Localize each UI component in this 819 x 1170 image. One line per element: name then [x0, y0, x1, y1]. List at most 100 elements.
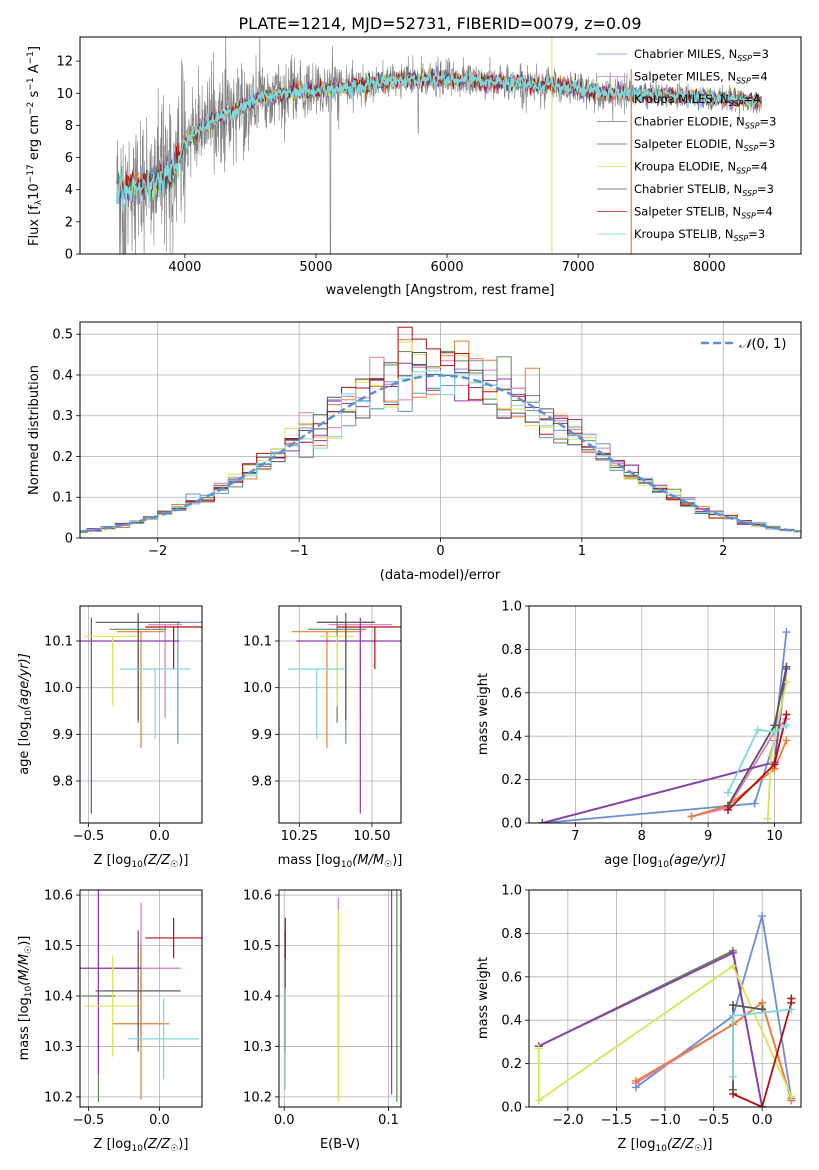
- x-tick-label: −2.0: [552, 1113, 584, 1128]
- spectrum-frame: [79, 36, 802, 255]
- y-tick-label: 10.5: [243, 939, 272, 954]
- y-tick-label: 12: [56, 55, 73, 70]
- model-spectrum-8: [116, 69, 763, 211]
- y-tick-label: 1.0: [501, 600, 522, 615]
- y-tick-label: 9.8: [52, 775, 73, 790]
- weight-vs-Z-xlabel: Z [log10(Z/Z☉)]: [618, 1137, 713, 1154]
- x-tick-label: 0.0: [149, 829, 170, 844]
- residuals-ylabel: Normed distribution: [27, 365, 42, 495]
- weight-marker: [729, 1089, 737, 1098]
- weight-marker: [729, 1011, 737, 1020]
- mass-vs-EBV-panel: 0.0 0.1 10.2 10.3 10.4 10.5 10.6 E(B-V): [243, 889, 402, 1152]
- weight-line-0: [635, 915, 793, 1099]
- legend-label-3: Chabrier ELODIE, NSSP=3: [634, 115, 776, 131]
- weight-line-5: [537, 964, 793, 1103]
- figure-title: PLATE=1214, MJD=52731, FIBERID=0079, z=0…: [238, 14, 641, 33]
- weight-marker: [758, 1103, 767, 1107]
- legend-label-2: Kroupa MILES, NSSP=4: [634, 92, 760, 108]
- weight-vs-age-panel: 7 8 9 10 0.0 0.2 0.4 0.6 0.8 1.0 age [log10(age/y…: [476, 600, 802, 870]
- residuals-legend: 𝒩(0, 1): [701, 337, 786, 352]
- age-vs-Z-ylabel: age [log10(age/yr)]: [17, 653, 34, 775]
- x-tick-label: 0.0: [274, 1113, 295, 1128]
- y-tick-label: 0: [65, 532, 73, 547]
- x-tick-label: 0.0: [752, 1113, 773, 1128]
- normal-legend-label: 𝒩(0, 1): [739, 337, 786, 352]
- mass-vs-EBV-frame: [278, 889, 402, 1108]
- weight-marker: [770, 760, 779, 769]
- mass-vs-Z-frame: [79, 889, 203, 1108]
- y-tick-label: 0.6: [501, 970, 522, 985]
- weight-marker: [787, 1092, 796, 1101]
- normal-curve: [80, 374, 799, 533]
- ylabel-exp2: −2: [26, 102, 36, 115]
- weight-marker: [724, 805, 733, 814]
- legend-ssp-sub: SSP: [736, 167, 751, 176]
- y-tick-label: 9.8: [251, 775, 272, 790]
- age-vs-Z-panel: −0.5 0.0 9.8 9.9 10.0 10.1 Z [log10(Z/Z☉)] ag…: [17, 605, 203, 870]
- weight-marker: [750, 799, 759, 808]
- ylabel-pre: Flux [f: [27, 205, 42, 246]
- weight-marker: [729, 1001, 737, 1010]
- legend-ssp-sub: SSP: [742, 189, 757, 198]
- y-tick-label: 0.1: [52, 491, 73, 506]
- residual-histogram-8: [80, 370, 801, 533]
- mass-vs-Z-xlabel: Z [log10(Z/Z☉)]: [94, 1137, 189, 1154]
- y-tick-label: 10.6: [243, 889, 272, 904]
- weight-marker: [787, 994, 796, 1003]
- weight-marker: [753, 725, 762, 734]
- y-tick-label: 10.4: [243, 989, 272, 1004]
- y-tick-label: 10.2: [44, 1090, 73, 1105]
- ylabel-end: A: [27, 64, 42, 77]
- y-tick-label: 0.2: [501, 1057, 522, 1072]
- x-tick-label: 2: [719, 544, 727, 559]
- legend-model-name: Kroupa STELIB, N: [634, 227, 734, 241]
- legend-nssp: =3: [760, 115, 777, 129]
- legend-model-name: Chabrier MILES, N: [634, 47, 737, 61]
- weight-marker: [729, 1072, 737, 1081]
- age-vs-mass-xlabel: mass [log10(M/M☉)]: [278, 853, 403, 870]
- y-tick-label: 2: [65, 215, 73, 230]
- legend-model-name: Salpeter STELIB, N: [634, 205, 741, 219]
- weight-marker: [782, 736, 791, 745]
- weight-marker: [770, 727, 779, 736]
- y-tick-label: 10.2: [243, 1090, 272, 1105]
- weight-marker: [782, 721, 791, 730]
- legend-ssp-sub: SSP: [734, 234, 749, 243]
- weight-marker: [534, 1044, 543, 1053]
- ylabel-s: s: [27, 90, 42, 101]
- normal-legend-params: (0, 1): [751, 337, 786, 352]
- legend-label-8: Kroupa STELIB, NSSP=3: [634, 227, 765, 243]
- y-tick-label: 0.8: [501, 643, 522, 658]
- x-tick-label: 7: [571, 829, 579, 844]
- y-tick-label: 10.3: [243, 1040, 272, 1055]
- x-tick-label: 7000: [562, 260, 595, 275]
- residuals-panel: −2 −1 0 1 2 0 0.1 0.2 0.3 0.4 0.5 (data-model)/err…: [27, 321, 802, 583]
- weight-marker: [758, 912, 767, 921]
- y-tick-label: 6: [65, 151, 73, 166]
- legend-label-5: Kroupa ELODIE, NSSP=4: [634, 160, 768, 176]
- legend-model-name: Salpeter ELODIE, N: [634, 137, 744, 151]
- x-tick-label: 10.25: [281, 829, 318, 844]
- y-tick-label: 0.6: [501, 686, 522, 701]
- y-tick-label: 0.8: [501, 927, 522, 942]
- y-tick-label: 10: [56, 87, 73, 102]
- y-tick-label: 9.9: [52, 728, 73, 743]
- legend-nssp: =4: [751, 70, 768, 84]
- y-tick-label: 1.0: [501, 884, 522, 899]
- y-tick-label: 4: [65, 183, 73, 198]
- y-tick-label: 0.2: [52, 450, 73, 465]
- x-tick-label: 0: [436, 544, 444, 559]
- legend-nssp: =3: [758, 137, 775, 151]
- weight-vs-Z-panel: −2.0 −1.5 −1.0 −0.5 0.0 0.0 0.2 0.4 0.6 0.8 1.0 Z …: [476, 884, 802, 1154]
- x-tick-label: −1: [290, 544, 309, 559]
- y-tick-label: 0.5: [52, 328, 73, 343]
- x-tick-label: 10.50: [353, 829, 390, 844]
- residuals-xlabel: (data-model)/error: [380, 568, 501, 583]
- weight-vs-age-ylabel: mass weight: [476, 673, 491, 755]
- legend-model-name: Chabrier ELODIE, N: [634, 115, 745, 129]
- weight-marker: [729, 961, 737, 970]
- x-tick-label: −1.0: [649, 1113, 681, 1128]
- y-tick-label: 0.2: [501, 773, 522, 788]
